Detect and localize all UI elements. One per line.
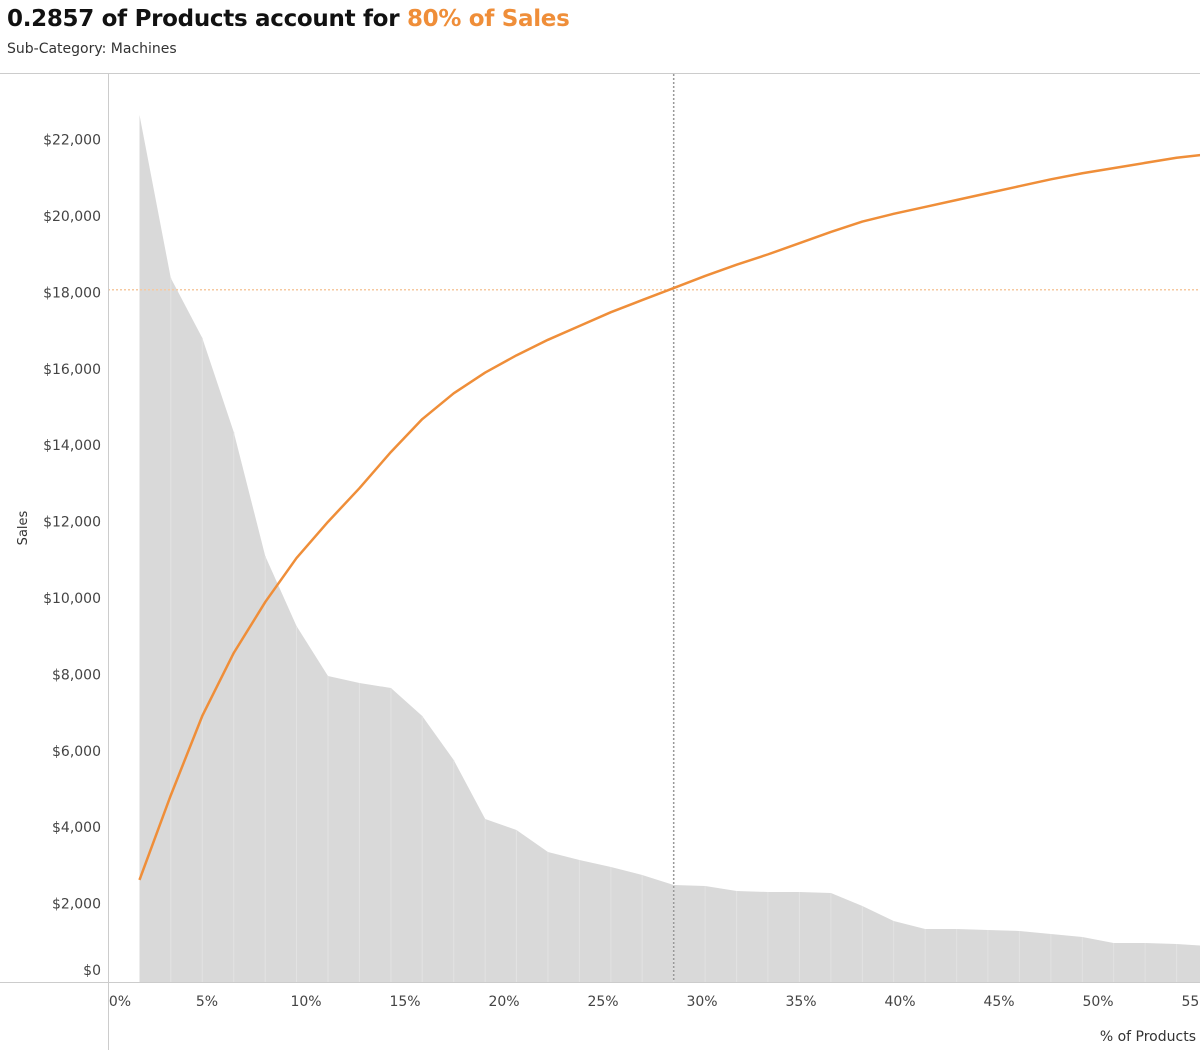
y-tick-label: $10,000 bbox=[43, 591, 101, 607]
y-tick-label: $4,000 bbox=[52, 820, 101, 836]
y-tick-label: $22,000 bbox=[43, 133, 101, 149]
x-tick-label: 25% bbox=[587, 994, 618, 1010]
sales-area bbox=[139, 114, 1200, 982]
x-tick-label: 45% bbox=[983, 994, 1014, 1010]
y-tick-label: $16,000 bbox=[43, 362, 101, 378]
x-tick-label: 55% bbox=[1181, 994, 1200, 1010]
x-tick-label: 0% bbox=[109, 994, 131, 1010]
chart-subtitle: Sub-Category: Machines bbox=[7, 41, 177, 57]
chart-title: 0.2857 of Products account for 80% of Sa… bbox=[7, 6, 570, 32]
y-tick-label: $8,000 bbox=[52, 667, 101, 683]
y-tick-label: $0 bbox=[83, 963, 101, 979]
x-tick-label: 50% bbox=[1082, 994, 1113, 1010]
y-tick-label: $6,000 bbox=[52, 744, 101, 760]
y-axis-label: Sales bbox=[16, 510, 31, 545]
x-tick-label: 10% bbox=[290, 994, 321, 1010]
x-tick-label: 35% bbox=[785, 994, 816, 1010]
y-tick-label: $12,000 bbox=[43, 515, 101, 531]
y-tick-label: $18,000 bbox=[43, 285, 101, 301]
title-highlight: 80% of Sales bbox=[406, 6, 570, 32]
y-tick-label: $14,000 bbox=[43, 438, 101, 454]
y-tick-label: $2,000 bbox=[52, 897, 101, 913]
cumulative-sales-line bbox=[138, 153, 1200, 881]
y-tick-label: $20,000 bbox=[43, 209, 101, 225]
x-tick-label: 30% bbox=[686, 994, 717, 1010]
x-tick-label: 20% bbox=[488, 994, 519, 1010]
x-axis-label: % of Products bbox=[1100, 1029, 1196, 1045]
title-prefix: 0.2857 of Products account for bbox=[7, 6, 407, 32]
x-tick-label: 40% bbox=[884, 994, 915, 1010]
x-tick-label: 15% bbox=[389, 994, 420, 1010]
x-tick-label: 5% bbox=[196, 994, 218, 1010]
